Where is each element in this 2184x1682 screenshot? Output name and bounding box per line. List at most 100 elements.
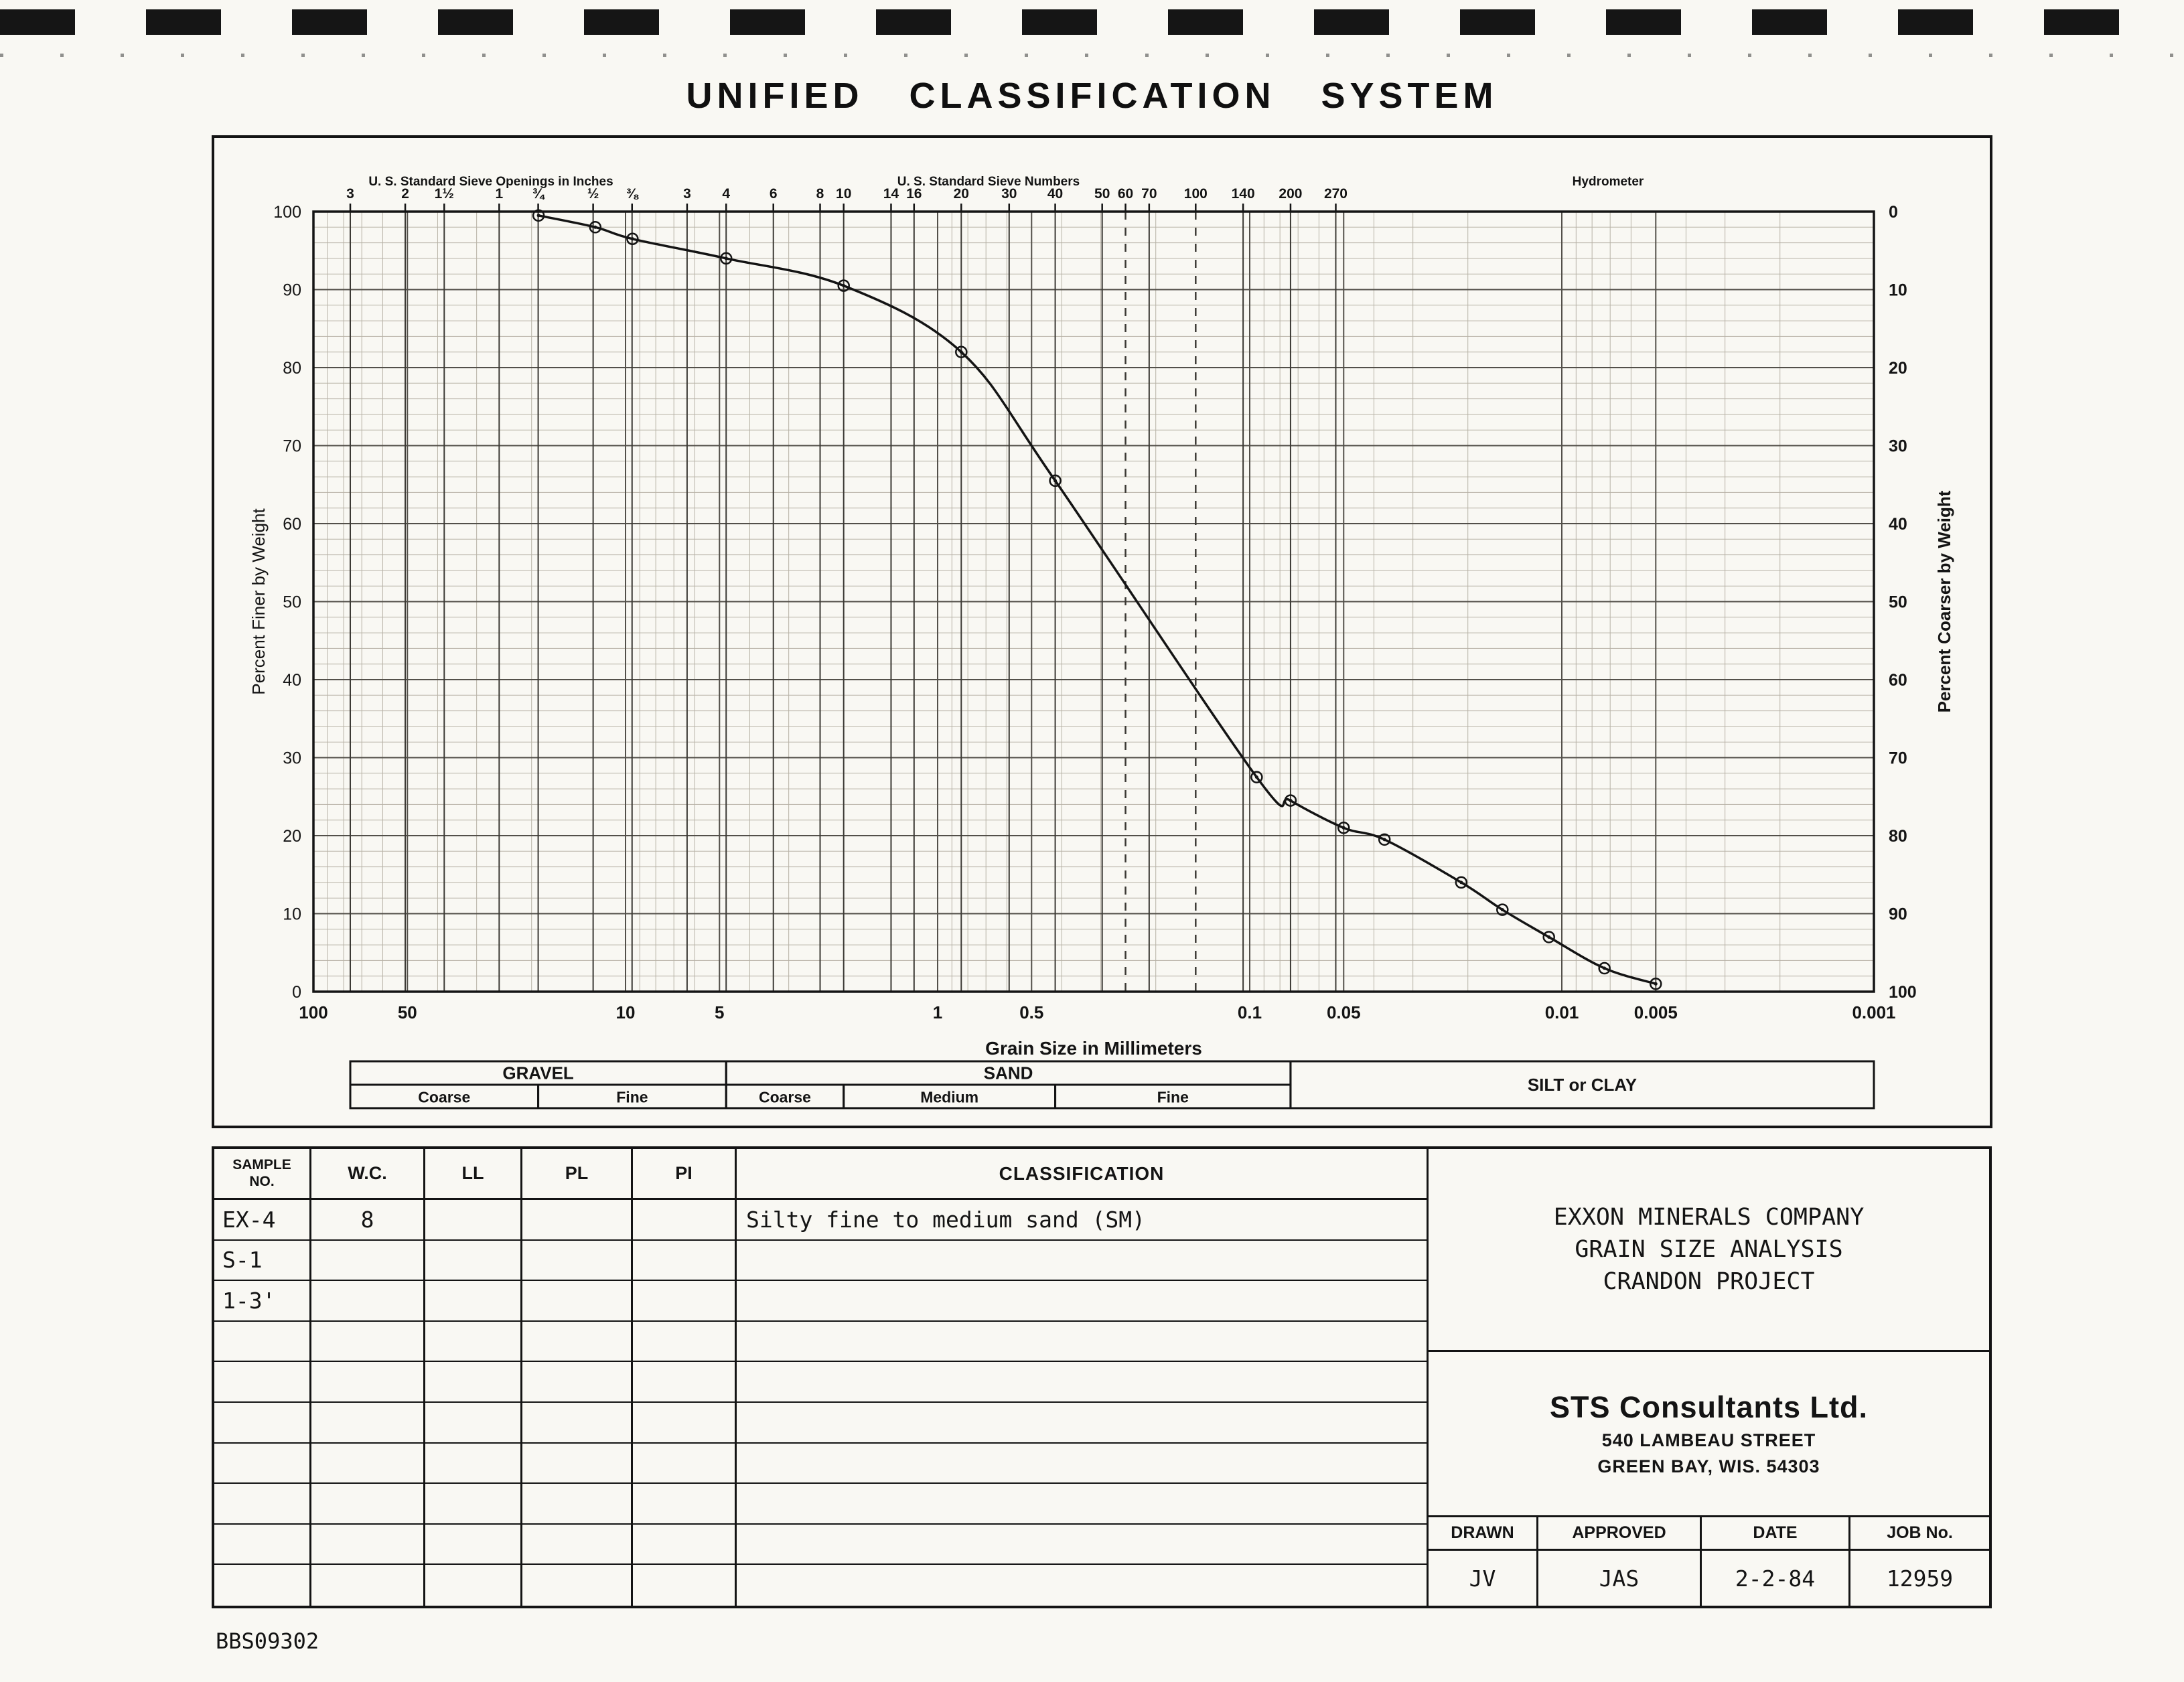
table-cell-sample-no <box>214 1321 311 1361</box>
table-cell-wc <box>311 1362 425 1401</box>
table-row <box>214 1524 1427 1565</box>
table-row <box>214 1484 1427 1525</box>
project-info: EXXON MINERALS COMPANY GRAIN SIZE ANALYS… <box>1429 1149 1989 1352</box>
table-cell-ll <box>425 1200 522 1239</box>
svg-text:90: 90 <box>283 281 301 300</box>
results-block: SAMPLE NO. W.C. LL PL PI CLASSIFICATION … <box>212 1146 1992 1608</box>
svg-text:14: 14 <box>883 186 899 202</box>
credit-header-drawn: DRAWN <box>1429 1517 1538 1551</box>
table-cell-classification <box>737 1362 1427 1401</box>
svg-text:Coarse: Coarse <box>759 1089 811 1106</box>
grain-size-distribution-plot: 3 2 1½ 1 ¾ ½ ⅜ 3 4 6 8 10 14 16 20 30 40 50 60 70 100 140 200 2… <box>212 135 1992 1128</box>
table-cell-pi <box>633 1443 737 1483</box>
table-row <box>214 1565 1427 1606</box>
table-cell-sample-no: EX-4 <box>214 1200 311 1239</box>
table-cell-wc: 8 <box>311 1200 425 1239</box>
table-cell-pl <box>522 1321 633 1361</box>
table-cell-wc <box>311 1321 425 1361</box>
table-cell-wc <box>311 1565 425 1606</box>
svg-text:0.05: 0.05 <box>1327 1002 1361 1022</box>
firm-info: STS Consultants Ltd. 540 LAMBEAU STREET … <box>1429 1352 1989 1517</box>
svg-text:200: 200 <box>1279 186 1302 202</box>
table-row <box>214 1443 1427 1484</box>
svg-text:GRAVEL: GRAVEL <box>502 1063 574 1083</box>
table-cell-wc <box>311 1281 425 1320</box>
svg-text:1½: 1½ <box>435 186 454 202</box>
table-cell-classification <box>737 1525 1427 1564</box>
table-cell-pi <box>633 1240 737 1280</box>
table-cell-pl <box>522 1484 633 1523</box>
svg-text:100: 100 <box>273 203 301 222</box>
svg-text:6: 6 <box>770 186 778 202</box>
table-cell-pi <box>633 1281 737 1320</box>
table-cell-wc <box>311 1524 425 1564</box>
svg-text:50: 50 <box>283 593 301 612</box>
table-row <box>214 1321 1427 1363</box>
svg-text:100: 100 <box>299 1002 327 1022</box>
table-cell-sample-no <box>214 1524 311 1564</box>
svg-text:90: 90 <box>1889 905 1907 924</box>
svg-text:1: 1 <box>933 1002 942 1022</box>
svg-text:0.001: 0.001 <box>1852 1002 1895 1022</box>
table-cell-pi <box>633 1524 737 1564</box>
svg-text:270: 270 <box>1324 186 1348 202</box>
table-cell-pl <box>522 1200 633 1239</box>
table-cell-ll <box>425 1240 522 1280</box>
svg-text:0: 0 <box>1889 203 1898 222</box>
table-cell-pl <box>522 1524 633 1564</box>
firm-address-city: GREEN BAY, WIS. 54303 <box>1597 1456 1820 1476</box>
table-cell-classification <box>737 1403 1427 1442</box>
firm-address-street: 540 LAMBEAU STREET <box>1601 1430 1816 1450</box>
svg-text:60: 60 <box>1889 671 1907 690</box>
col-header-classification: CLASSIFICATION <box>999 1162 1165 1184</box>
table-cell-pi <box>633 1200 737 1239</box>
svg-text:SAND: SAND <box>984 1063 1033 1083</box>
table-row: EX-4 8 Silty fine to medium sand (SM) <box>214 1200 1427 1241</box>
sample-table-header: SAMPLE NO. W.C. LL PL PI CLASSIFICATION <box>214 1149 1427 1200</box>
svg-text:0.5: 0.5 <box>1019 1002 1043 1022</box>
col-header-ll: LL <box>425 1149 522 1198</box>
svg-text:5: 5 <box>715 1002 724 1022</box>
svg-text:U. S. Standard Sieve Openings: U. S. Standard Sieve Openings in Inches <box>368 175 613 189</box>
table-cell-classification <box>737 1241 1427 1280</box>
svg-text:80: 80 <box>283 359 301 378</box>
col-header-sample-no: SAMPLE NO. <box>214 1149 311 1198</box>
svg-text:40: 40 <box>1889 515 1907 534</box>
table-cell-classification <box>737 1565 1427 1606</box>
svg-text:40: 40 <box>283 671 301 690</box>
svg-text:2: 2 <box>401 186 409 202</box>
svg-text:Grain Size in Millimeters: Grain Size in Millimeters <box>985 1038 1202 1059</box>
table-cell-ll <box>425 1362 522 1401</box>
svg-text:Percent Coarser by Weight: Percent Coarser by Weight <box>1934 490 1954 712</box>
svg-text:8: 8 <box>816 186 824 202</box>
table-cell-ll <box>425 1484 522 1523</box>
svg-text:0.005: 0.005 <box>1634 1002 1678 1022</box>
svg-text:4: 4 <box>722 186 730 202</box>
svg-text:0.1: 0.1 <box>1238 1002 1262 1022</box>
svg-text:3: 3 <box>346 186 354 202</box>
svg-text:SILT or CLAY: SILT or CLAY <box>1528 1075 1637 1095</box>
credit-value-job-no: 12959 <box>1886 1565 1954 1592</box>
firm-name: STS Consultants Ltd. <box>1550 1390 1868 1424</box>
svg-text:70: 70 <box>283 437 301 456</box>
svg-text:50: 50 <box>1889 593 1907 612</box>
svg-text:3: 3 <box>683 186 691 202</box>
svg-text:Fine: Fine <box>616 1089 648 1106</box>
table-row: 1-3' <box>214 1281 1427 1322</box>
table-cell-sample-no <box>214 1362 311 1401</box>
table-cell-ll <box>425 1565 522 1606</box>
document-code: BBS09302 <box>216 1628 319 1654</box>
credit-value-approved: JAS <box>1538 1551 1702 1606</box>
svg-text:100: 100 <box>1889 983 1917 1002</box>
table-cell-ll <box>425 1443 522 1483</box>
project-line-company: EXXON MINERALS COMPANY <box>1553 1204 1865 1231</box>
svg-text:50: 50 <box>1094 186 1110 202</box>
table-cell-sample-no <box>214 1443 311 1483</box>
table-cell-pi <box>633 1484 737 1523</box>
svg-text:1: 1 <box>496 186 504 202</box>
svg-text:Coarse: Coarse <box>418 1089 470 1106</box>
credit-header-job-no: JOB No. <box>1850 1517 1989 1551</box>
table-cell-classification <box>737 1484 1427 1523</box>
credit-value-date: 2-2-84 <box>1702 1551 1850 1606</box>
